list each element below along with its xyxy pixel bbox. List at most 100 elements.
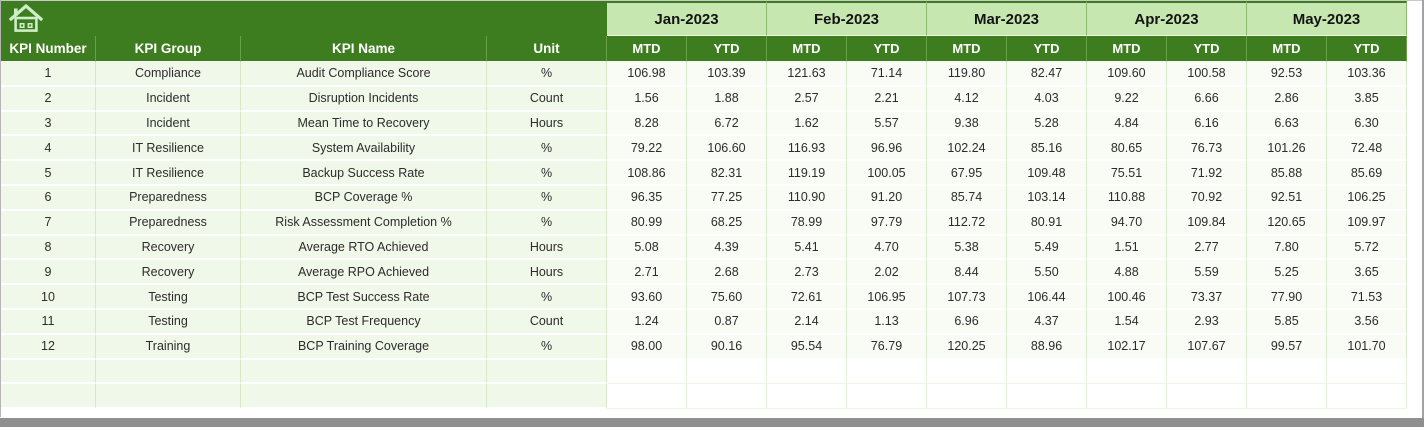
cell-value[interactable]: 2.77 [1167, 235, 1247, 261]
cell-value[interactable]: 5.38 [927, 235, 1007, 261]
cell-unit[interactable]: % [487, 62, 607, 87]
cell-value[interactable]: 6.63 [1247, 111, 1327, 137]
cell-value[interactable]: 2.14 [767, 309, 847, 335]
cell-value[interactable]: 71.53 [1327, 285, 1407, 310]
cell-value[interactable]: 75.51 [1087, 161, 1167, 186]
empty-cell[interactable] [1007, 359, 1087, 385]
cell-kpi-name[interactable]: BCP Training Coverage [241, 334, 487, 360]
cell-value[interactable]: 99.57 [1247, 334, 1327, 360]
empty-cell[interactable] [1327, 359, 1407, 385]
cell-kpi-number[interactable]: 2 [1, 86, 96, 112]
empty-cell[interactable] [487, 384, 607, 410]
cell-kpi-number[interactable]: 9 [1, 260, 96, 286]
cell-value[interactable]: 6.30 [1327, 111, 1407, 137]
cell-kpi-group[interactable]: Recovery [96, 260, 241, 286]
cell-value[interactable]: 85.69 [1327, 161, 1407, 186]
home-button[interactable] [1, 1, 607, 36]
cell-value[interactable]: 94.70 [1087, 210, 1167, 236]
cell-value[interactable]: 72.48 [1327, 136, 1407, 162]
cell-value[interactable]: 72.61 [767, 285, 847, 310]
cell-value[interactable]: 98.00 [607, 334, 687, 360]
cell-value[interactable]: 107.73 [927, 285, 1007, 310]
cell-value[interactable]: 6.66 [1167, 86, 1247, 112]
cell-kpi-number[interactable]: 11 [1, 309, 96, 335]
cell-value[interactable]: 75.60 [687, 285, 767, 310]
cell-unit[interactable]: Count [487, 309, 607, 335]
cell-value[interactable]: 2.21 [847, 86, 927, 112]
cell-value[interactable]: 96.35 [607, 185, 687, 211]
cell-value[interactable]: 103.14 [1007, 185, 1087, 211]
cell-value[interactable]: 119.19 [767, 161, 847, 186]
empty-cell[interactable] [847, 384, 927, 410]
cell-value[interactable]: 4.03 [1007, 86, 1087, 112]
cell-value[interactable]: 106.25 [1327, 185, 1407, 211]
cell-value[interactable]: 109.97 [1327, 210, 1407, 236]
cell-value[interactable]: 5.41 [767, 235, 847, 261]
cell-value[interactable]: 1.13 [847, 309, 927, 335]
cell-value[interactable]: 109.84 [1167, 210, 1247, 236]
empty-cell[interactable] [241, 384, 487, 410]
cell-kpi-number[interactable]: 1 [1, 62, 96, 87]
cell-value[interactable]: 4.70 [847, 235, 927, 261]
cell-kpi-name[interactable]: BCP Coverage % [241, 185, 487, 211]
cell-kpi-name[interactable]: Average RTO Achieved [241, 235, 487, 261]
cell-value[interactable]: 119.80 [927, 62, 1007, 87]
cell-value[interactable]: 102.17 [1087, 334, 1167, 360]
cell-kpi-group[interactable]: Incident [96, 86, 241, 112]
cell-value[interactable]: 80.65 [1087, 136, 1167, 162]
cell-kpi-name[interactable]: BCP Test Success Rate [241, 285, 487, 310]
cell-value[interactable]: 4.88 [1087, 260, 1167, 286]
cell-kpi-group[interactable]: Testing [96, 285, 241, 310]
empty-cell[interactable] [927, 384, 1007, 410]
cell-value[interactable]: 91.20 [847, 185, 927, 211]
cell-value[interactable]: 106.95 [847, 285, 927, 310]
cell-value[interactable]: 4.12 [927, 86, 1007, 112]
cell-kpi-group[interactable]: IT Resilience [96, 136, 241, 162]
cell-unit[interactable]: Count [487, 86, 607, 112]
cell-unit[interactable]: % [487, 334, 607, 360]
cell-kpi-name[interactable]: Backup Success Rate [241, 161, 487, 186]
cell-value[interactable]: 9.22 [1087, 86, 1167, 112]
empty-cell[interactable] [1167, 384, 1247, 410]
cell-value[interactable]: 82.47 [1007, 62, 1087, 87]
cell-value[interactable]: 8.44 [927, 260, 1007, 286]
cell-value[interactable]: 93.60 [607, 285, 687, 310]
cell-kpi-number[interactable]: 3 [1, 111, 96, 137]
cell-value[interactable]: 5.72 [1327, 235, 1407, 261]
cell-unit[interactable]: % [487, 285, 607, 310]
cell-kpi-number[interactable]: 12 [1, 334, 96, 360]
cell-value[interactable]: 6.72 [687, 111, 767, 137]
cell-value[interactable]: 109.48 [1007, 161, 1087, 186]
cell-value[interactable]: 2.73 [767, 260, 847, 286]
empty-cell[interactable] [607, 359, 687, 385]
cell-value[interactable]: 101.70 [1327, 334, 1407, 360]
cell-value[interactable]: 92.53 [1247, 62, 1327, 87]
cell-value[interactable]: 95.54 [767, 334, 847, 360]
cell-value[interactable]: 85.88 [1247, 161, 1327, 186]
cell-value[interactable]: 96.96 [847, 136, 927, 162]
cell-value[interactable]: 2.93 [1167, 309, 1247, 335]
cell-value[interactable]: 3.56 [1327, 309, 1407, 335]
cell-value[interactable]: 68.25 [687, 210, 767, 236]
cell-kpi-name[interactable]: Risk Assessment Completion % [241, 210, 487, 236]
cell-value[interactable]: 1.56 [607, 86, 687, 112]
cell-kpi-name[interactable]: Mean Time to Recovery [241, 111, 487, 137]
cell-value[interactable]: 102.24 [927, 136, 1007, 162]
cell-value[interactable]: 120.65 [1247, 210, 1327, 236]
cell-kpi-name[interactable]: Audit Compliance Score [241, 62, 487, 87]
empty-cell[interactable] [96, 384, 241, 410]
cell-value[interactable]: 2.02 [847, 260, 927, 286]
cell-value[interactable]: 101.26 [1247, 136, 1327, 162]
cell-unit[interactable]: % [487, 185, 607, 211]
cell-value[interactable]: 106.44 [1007, 285, 1087, 310]
cell-unit[interactable]: % [487, 210, 607, 236]
cell-value[interactable]: 5.59 [1167, 260, 1247, 286]
cell-kpi-number[interactable]: 7 [1, 210, 96, 236]
empty-cell[interactable] [687, 359, 767, 385]
cell-value[interactable]: 70.92 [1167, 185, 1247, 211]
cell-value[interactable]: 8.28 [607, 111, 687, 137]
cell-value[interactable]: 106.98 [607, 62, 687, 87]
cell-value[interactable]: 110.88 [1087, 185, 1167, 211]
cell-kpi-group[interactable]: IT Resilience [96, 161, 241, 186]
cell-value[interactable]: 5.85 [1247, 309, 1327, 335]
